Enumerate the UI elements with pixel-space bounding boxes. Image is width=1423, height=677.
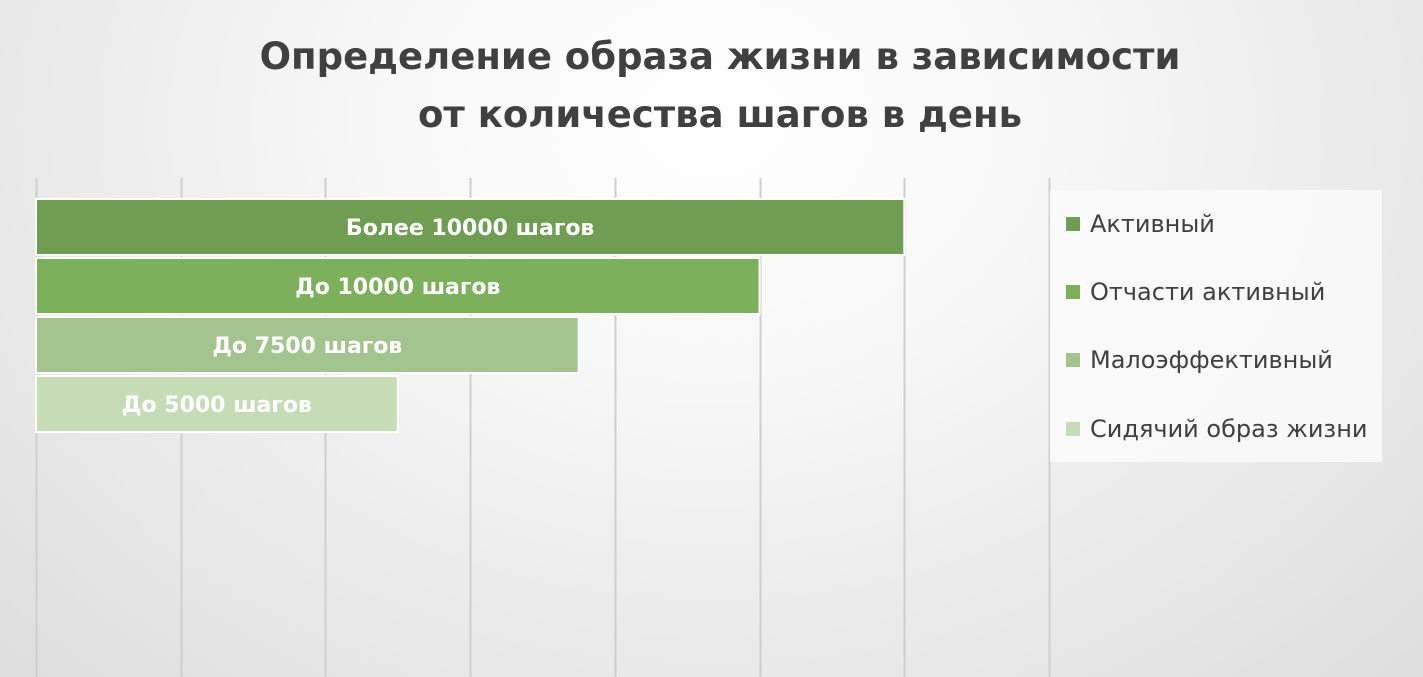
legend-label-low-efficiency: Малоэффективный bbox=[1090, 346, 1333, 374]
bar bbox=[35, 198, 906, 256]
legend-item-active: Активный bbox=[1066, 204, 1215, 244]
chart-title-line-1: Определение образа жизни в зависимости bbox=[259, 35, 1181, 78]
bar-data-label: До 5000 шагов bbox=[122, 393, 312, 418]
chart-title-line-2: от количества шагов в день bbox=[418, 93, 1022, 136]
legend-swatch-low-efficiency bbox=[1066, 353, 1080, 367]
chart-title: Определение образа жизни в зависимости о… bbox=[0, 28, 1423, 144]
bar bbox=[35, 257, 761, 315]
bar-data-label: До 10000 шагов bbox=[295, 275, 500, 300]
legend-swatch-sedentary bbox=[1066, 422, 1080, 436]
bar bbox=[35, 375, 399, 433]
chart-legend: Активный Отчасти активный Малоэффективны… bbox=[1050, 190, 1382, 462]
legend-item-partly-active: Отчасти активный bbox=[1066, 272, 1325, 312]
legend-item-sedentary: Сидячий образ жизни bbox=[1066, 409, 1367, 449]
bar bbox=[35, 316, 580, 374]
legend-swatch-partly-active bbox=[1066, 285, 1080, 299]
legend-label-active: Активный bbox=[1090, 210, 1215, 238]
legend-label-sedentary: Сидячий образ жизни bbox=[1090, 415, 1368, 443]
legend-item-low-efficiency: Малоэффективный bbox=[1066, 340, 1333, 380]
legend-label-partly-active: Отчасти активный bbox=[1090, 278, 1326, 306]
legend-swatch-active bbox=[1066, 217, 1080, 231]
bar-data-label: Более 10000 шагов bbox=[346, 216, 594, 241]
bar-data-label: До 7500 шагов bbox=[212, 334, 402, 359]
